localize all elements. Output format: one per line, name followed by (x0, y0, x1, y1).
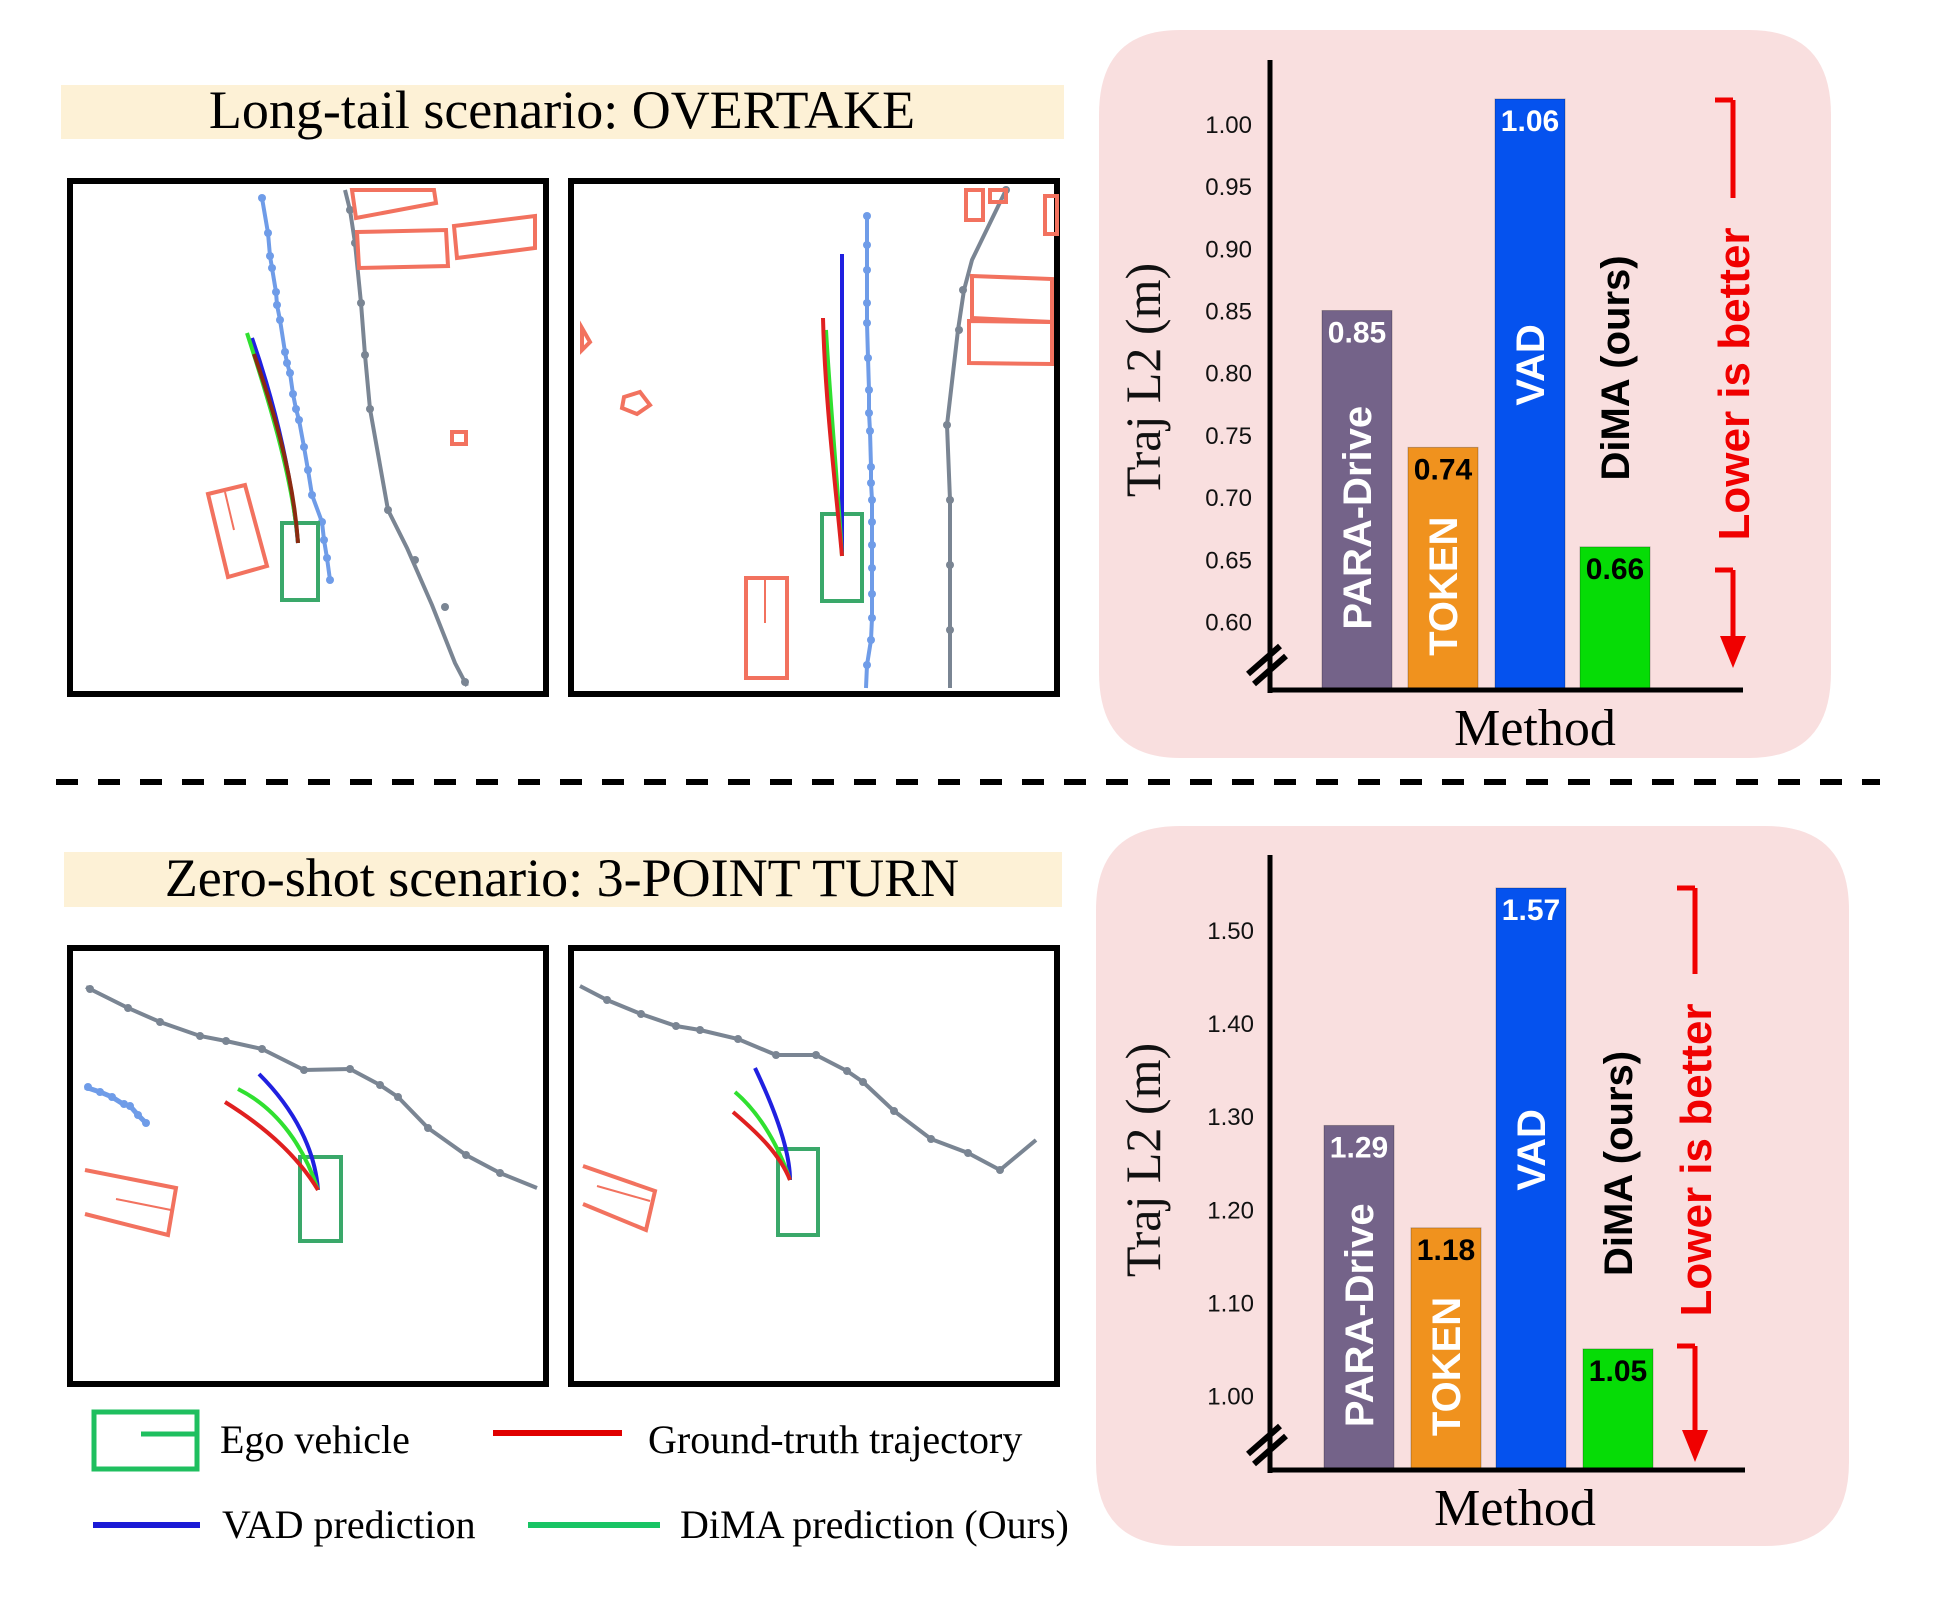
vad-trajectory (753, 1067, 792, 1181)
scenario-title: Zero-shot scenario: 3-POINT TURN (165, 848, 959, 908)
bar-para-drive (1321, 310, 1393, 691)
y-tick-label: 0.60 (1205, 610, 1252, 637)
scenario-3-point-turn: Zero-shot scenario: 3-POINT TURN (64, 848, 1069, 1547)
bar-chart-overtake: 0.60 0.65 0.70 0.75 0.80 0.85 0.90 0.95 1.00 0.85… (1099, 30, 1831, 758)
bar-value-label: 1.05 (1589, 1355, 1647, 1388)
agent-boxes (580, 188, 1059, 680)
scenario-title-band (61, 85, 1064, 139)
legend-item-vad: VAD prediction (93, 1502, 476, 1547)
axis-break-icon (1246, 1423, 1288, 1467)
legend-label: Ground-truth trajectory (648, 1417, 1022, 1462)
map-frame (568, 945, 1060, 1387)
lower-is-better-annotation: Lower is better (1672, 885, 1721, 1462)
ego-vehicle-box (776, 1147, 820, 1237)
bar-category-label: PARA-Drive (1338, 1203, 1382, 1427)
annotation-text: Lower is better (1710, 228, 1759, 541)
ground-truth-trajectory (821, 317, 844, 557)
lower-is-better-annotation: Lower is better (1710, 97, 1759, 668)
x-axis-label: Method (1434, 1480, 1596, 1537)
ego-vehicle-box (280, 521, 320, 602)
y-tick-label: 0.85 (1205, 299, 1252, 326)
lane-boundary-blue (863, 212, 876, 689)
map-frame (67, 178, 549, 697)
bar-category-label: VAD (1510, 1109, 1554, 1190)
map-frame (568, 178, 1060, 697)
bar-value-label: 1.18 (1417, 1234, 1475, 1267)
ground-truth-trajectory (731, 1110, 792, 1181)
bar-value-label: 1.06 (1501, 105, 1559, 138)
y-tick-label: 0.90 (1205, 236, 1252, 263)
y-tick-label: 1.00 (1205, 112, 1252, 139)
map-panel-dima-overtake (568, 178, 1060, 697)
y-tick-label: 0.75 (1205, 423, 1252, 450)
agent-boxes (84, 1168, 179, 1238)
y-tick-label: 1.00 (1207, 1384, 1254, 1411)
axis-break-icon (1246, 643, 1288, 687)
lane-divider-gray (343, 189, 469, 687)
y-tick-label: 1.30 (1207, 1104, 1254, 1131)
bar-value-label: 0.85 (1328, 317, 1386, 350)
y-tick-label: 1.40 (1207, 1011, 1254, 1038)
scenario-title-band (64, 852, 1062, 907)
bar-category-label: DiMA (ours) (1597, 1051, 1641, 1276)
ground-truth-trajectory (223, 1100, 320, 1192)
lane-divider-gray (85, 985, 538, 1190)
ground-truth-trajectory (252, 353, 300, 544)
bar-token (1410, 1227, 1482, 1471)
annotation-text: Lower is better (1672, 1004, 1721, 1317)
legend-item-dima: DiMA prediction (Ours) (528, 1502, 1069, 1547)
bar-category-label: PARA-Drive (1336, 406, 1380, 630)
y-tick-label: 0.95 (1205, 174, 1252, 201)
legend-item-ground-truth: Ground-truth trajectory (493, 1417, 1022, 1462)
bar-chart-3-point-turn: 1.00 1.10 1.20 1.30 1.40 1.50 1.29 PARA-Drive 1.… (1096, 826, 1849, 1546)
bar-category-label: TOKEN (1422, 517, 1466, 656)
legend: Ego vehicle Ground-truth trajectory VAD … (91, 1409, 1069, 1547)
lane-divider-gray (579, 984, 1038, 1174)
legend-item-ego: Ego vehicle (91, 1409, 410, 1472)
dima-trajectory (237, 1087, 320, 1191)
map-panel-vad-overtake (67, 178, 549, 697)
y-axis-label: Traj L2 (m) (1115, 263, 1171, 497)
lane-boundary-blue (258, 194, 334, 584)
y-tick-label: 1.20 (1207, 1197, 1254, 1224)
bar-vad (1495, 887, 1567, 1471)
map-panel-vad-3-point-turn (67, 945, 549, 1387)
ego-box-icon (91, 1409, 200, 1472)
bar-token (1407, 446, 1479, 691)
bar-value-label: 1.57 (1502, 894, 1560, 927)
lane-boundary-blue (84, 1083, 150, 1127)
y-axis-label: Traj L2 (m) (1115, 1043, 1171, 1277)
legend-label: VAD prediction (222, 1502, 476, 1547)
agent-boxes (205, 188, 537, 580)
agent-boxes (582, 1164, 658, 1233)
x-axis-label: Method (1454, 700, 1616, 757)
ego-vehicle-box (298, 1155, 343, 1243)
vad-trajectory (257, 1072, 320, 1191)
scenario-overtake: Long-tail scenario: OVERTAKE (61, 80, 1064, 697)
y-tick-label: 1.50 (1207, 918, 1254, 945)
y-tick-label: 0.70 (1205, 485, 1252, 512)
bar-dima-ours (1579, 546, 1651, 691)
scenario-title: Long-tail scenario: OVERTAKE (209, 80, 915, 140)
y-tick-label: 0.65 (1205, 547, 1252, 574)
y-tick-label: 1.10 (1207, 1290, 1254, 1317)
bar-category-label: TOKEN (1425, 1297, 1469, 1436)
bar-dima-ours (1582, 1348, 1654, 1471)
bar-value-label: 0.66 (1586, 553, 1644, 586)
map-panel-dima-3-point-turn (568, 945, 1060, 1387)
legend-label: DiMA prediction (Ours) (680, 1502, 1069, 1547)
down-arrow-icon (1682, 1430, 1708, 1462)
y-tick-label: 0.80 (1205, 361, 1252, 388)
bar-value-label: 1.29 (1330, 1131, 1388, 1164)
bar-category-label: DiMA (ours) (1594, 255, 1638, 480)
lane-divider-gray (943, 186, 1010, 688)
legend-label: Ego vehicle (220, 1417, 410, 1462)
bar-category-label: VAD (1509, 324, 1553, 405)
chart-background (1096, 826, 1849, 1546)
down-arrow-icon (1720, 636, 1746, 668)
bar-value-label: 0.74 (1414, 453, 1473, 486)
